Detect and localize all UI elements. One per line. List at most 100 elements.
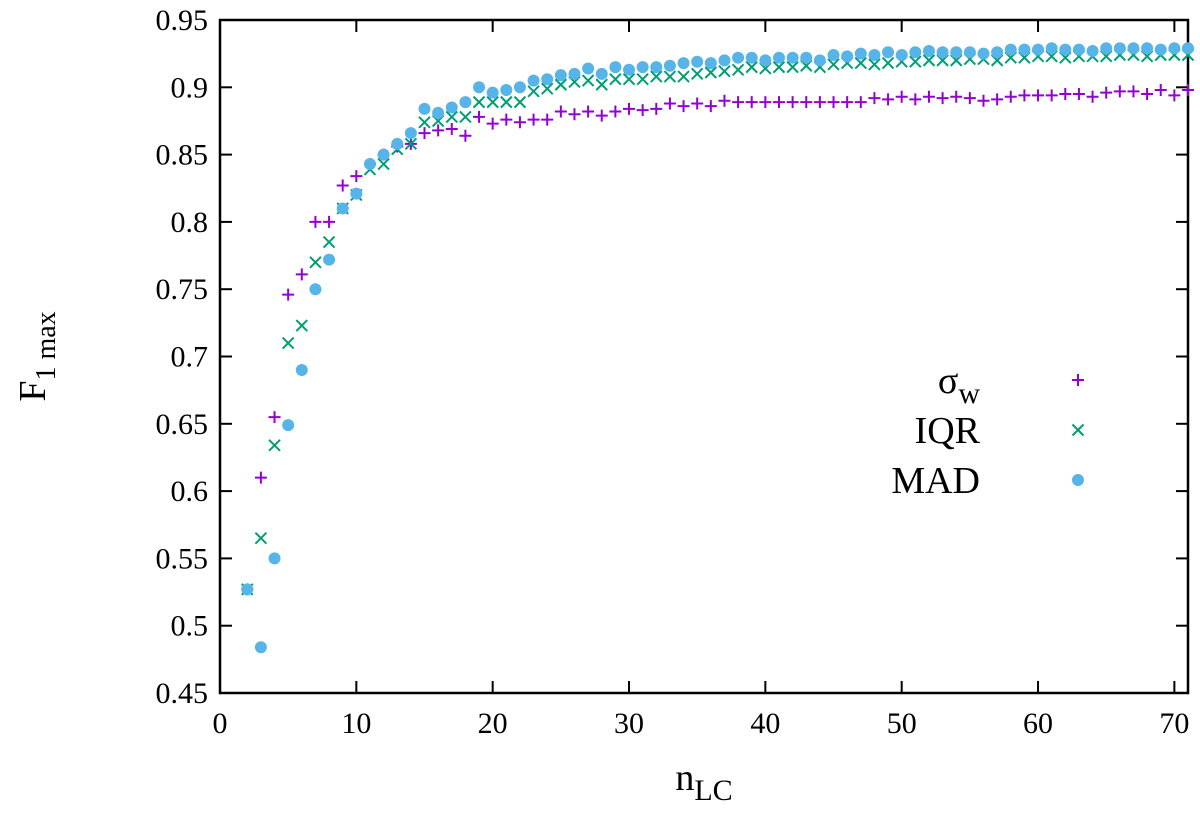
legend-entry: IQR xyxy=(915,410,1085,452)
series-cross xyxy=(241,48,1195,596)
y-tick: 0.55 xyxy=(156,542,1188,575)
y-axis-title-sub: 1 max xyxy=(31,311,62,380)
data-point xyxy=(991,46,1004,59)
plot-frame xyxy=(218,18,1190,695)
y-tick: 0.9 xyxy=(171,71,1188,104)
data-point xyxy=(623,102,636,115)
data-point xyxy=(636,104,649,117)
y-tick-label: 0.5 xyxy=(171,610,209,643)
data-point xyxy=(650,70,663,83)
y-axis-title-base: F xyxy=(12,381,54,402)
data-point xyxy=(936,46,949,59)
data-point xyxy=(1100,42,1113,55)
data-point xyxy=(718,54,731,67)
data-point xyxy=(268,411,281,424)
data-points xyxy=(241,42,1195,654)
data-point xyxy=(432,124,445,137)
data-point xyxy=(295,268,308,281)
y-tick: 0.8 xyxy=(171,206,1188,239)
y-tick: 0.45 xyxy=(156,677,1188,710)
x-tick-label: 10 xyxy=(341,707,371,740)
data-point xyxy=(281,336,295,350)
x-tick: 10 xyxy=(341,20,371,740)
data-point xyxy=(909,93,922,106)
data-point xyxy=(882,46,895,59)
data-point xyxy=(854,47,867,60)
y-tick-label: 0.6 xyxy=(171,475,209,508)
data-point xyxy=(459,110,472,124)
y-tick: 0.6 xyxy=(171,475,1188,508)
data-point xyxy=(486,86,499,99)
data-point xyxy=(513,116,526,129)
data-point xyxy=(554,105,567,118)
data-point xyxy=(527,74,540,87)
data-point xyxy=(268,439,281,452)
data-point xyxy=(704,66,718,79)
data-point xyxy=(868,92,881,105)
y-tick: 0.5 xyxy=(171,610,1188,643)
data-point xyxy=(663,59,676,72)
x-tick-label: 40 xyxy=(750,707,780,740)
data-point xyxy=(772,51,785,64)
y-tick-label: 0.95 xyxy=(156,4,209,37)
data-point xyxy=(1045,42,1058,55)
y-tick-label: 0.45 xyxy=(156,677,209,710)
data-point xyxy=(459,96,472,109)
data-point xyxy=(295,363,308,376)
data-point xyxy=(1113,42,1126,55)
data-point xyxy=(622,73,636,86)
data-point xyxy=(786,96,799,109)
data-point xyxy=(704,100,717,113)
data-point xyxy=(1141,88,1154,101)
x-axis-title: nLC xyxy=(675,757,732,807)
data-point xyxy=(1045,89,1058,102)
data-point xyxy=(595,67,608,80)
series-circle xyxy=(241,42,1194,654)
data-point xyxy=(827,48,840,61)
x-tick: 30 xyxy=(614,20,644,740)
data-point xyxy=(1168,42,1181,55)
data-point xyxy=(813,54,826,67)
data-point xyxy=(486,95,499,109)
data-point xyxy=(500,113,513,126)
legend-label: σw xyxy=(938,360,980,410)
data-point xyxy=(1154,43,1167,56)
data-point xyxy=(1086,44,1099,57)
data-point xyxy=(854,96,867,109)
data-point xyxy=(827,58,840,71)
legend-label-base: σ xyxy=(938,360,958,402)
data-point xyxy=(595,109,608,122)
data-point xyxy=(868,58,881,71)
legend-label-base: IQR xyxy=(915,410,981,452)
data-point xyxy=(418,127,431,140)
data-point xyxy=(391,137,404,150)
data-point xyxy=(868,48,881,61)
data-point xyxy=(1004,43,1017,56)
data-point xyxy=(977,94,990,107)
data-point xyxy=(1018,89,1031,102)
data-point xyxy=(827,96,840,109)
y-tick: 0.7 xyxy=(171,341,1188,374)
data-point xyxy=(1086,90,1099,103)
legend-marker xyxy=(1072,474,1084,486)
data-point xyxy=(732,96,745,109)
y-axis-title: F1 max xyxy=(12,311,62,401)
data-point xyxy=(1127,85,1140,98)
data-point xyxy=(541,82,554,95)
data-point xyxy=(1072,88,1085,101)
data-point xyxy=(650,102,663,115)
data-point xyxy=(854,56,867,70)
data-point xyxy=(322,235,336,249)
data-point xyxy=(595,78,608,91)
data-point xyxy=(1154,83,1167,96)
data-point xyxy=(895,48,908,61)
data-point xyxy=(745,51,758,64)
data-point xyxy=(636,73,649,86)
data-point xyxy=(1032,43,1045,56)
y-tick-label: 0.75 xyxy=(156,273,209,306)
data-point xyxy=(663,97,676,110)
data-point xyxy=(500,95,513,109)
data-point xyxy=(636,61,649,74)
